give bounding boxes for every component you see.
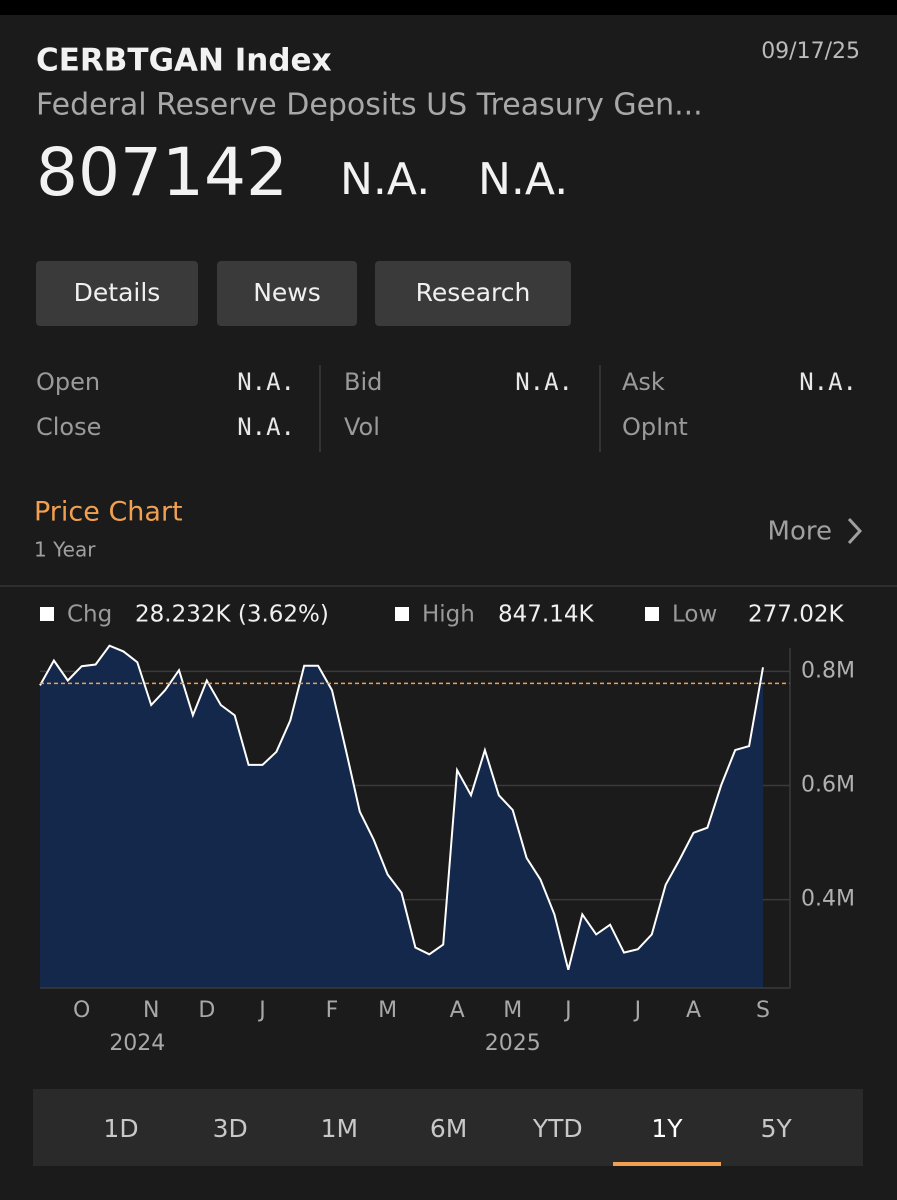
date: 09/17/25 <box>761 39 860 64</box>
quote-value: N.A. <box>799 368 857 396</box>
x-tick-label: A <box>450 998 465 1023</box>
chevron[interactable] <box>847 517 863 545</box>
tab-button[interactable] <box>217 261 357 326</box>
description: Federal Reserve Deposits US Treasury Gen… <box>36 88 703 123</box>
tab-label[interactable]: Research <box>416 278 531 307</box>
range-button[interactable]: 1Y <box>651 1114 683 1143</box>
range-button[interactable]: 1D <box>103 1114 138 1143</box>
legend-swatch <box>645 607 659 621</box>
x-tick-label: J <box>563 998 572 1023</box>
x-year-label: 2025 <box>485 1031 541 1056</box>
quote-label: Ask <box>622 368 665 396</box>
x-year-label: 2024 <box>109 1031 165 1056</box>
tab-label[interactable]: Details <box>74 278 161 307</box>
x-tick-label: J <box>633 998 642 1023</box>
range-button[interactable]: 1M <box>321 1114 358 1143</box>
range-underline <box>613 1162 721 1166</box>
stat-value: 28.232K (3.62%) <box>135 602 329 628</box>
x-tick-label: A <box>686 998 701 1023</box>
x-tick-label: O <box>73 998 90 1023</box>
quote-value: N.A. <box>515 368 573 396</box>
quote-label: Bid <box>344 368 382 396</box>
x-tick-label: N <box>143 998 159 1023</box>
quote-value: N.A. <box>237 413 295 441</box>
section-period: 1 Year <box>34 538 96 562</box>
change: N.A. <box>340 154 430 205</box>
y-tick-label: 0.4M <box>801 887 855 912</box>
area <box>40 645 763 988</box>
quote-label: Close <box>36 413 101 441</box>
x-tick-label: S <box>756 998 770 1023</box>
y-tick-label: 0.6M <box>801 772 855 797</box>
stat-value: 277.02K <box>748 602 844 628</box>
price-line <box>39 644 764 970</box>
stat-label: High <box>422 602 475 628</box>
quote-label: Open <box>36 368 100 396</box>
range-button[interactable]: YTD <box>532 1114 583 1143</box>
section-title: Price Chart <box>34 497 183 528</box>
x-tick-label: D <box>198 998 215 1023</box>
range-button[interactable]: 5Y <box>761 1114 793 1143</box>
y-tick-label: 0.8M <box>801 658 855 683</box>
legend-swatch <box>395 607 409 621</box>
x-tick-label: J <box>257 998 266 1023</box>
quote-label: Vol <box>344 413 380 441</box>
x-tick-label: F <box>326 998 339 1023</box>
ticker: CERBTGAN Index <box>36 43 332 79</box>
last-price: 807142 <box>36 134 288 211</box>
more-link[interactable]: More <box>768 517 832 547</box>
quote-value: N.A. <box>237 368 295 396</box>
panel <box>0 15 897 1200</box>
tab-button[interactable] <box>375 261 571 326</box>
stat-label: Low <box>672 602 717 628</box>
tab-label[interactable]: News <box>253 278 321 307</box>
range-bar <box>33 1089 863 1166</box>
x-tick-label: M <box>378 998 397 1023</box>
quote-label: OpInt <box>622 413 688 441</box>
legend-swatch <box>40 607 54 621</box>
stat-value: 847.14K <box>498 602 594 628</box>
pct-change: N.A. <box>478 154 568 205</box>
range-button[interactable]: 3D <box>213 1114 248 1143</box>
range-button[interactable]: 6M <box>430 1114 467 1143</box>
stat-label: Chg <box>67 602 112 628</box>
tab-button[interactable] <box>36 261 198 326</box>
x-tick-label: M <box>503 998 522 1023</box>
